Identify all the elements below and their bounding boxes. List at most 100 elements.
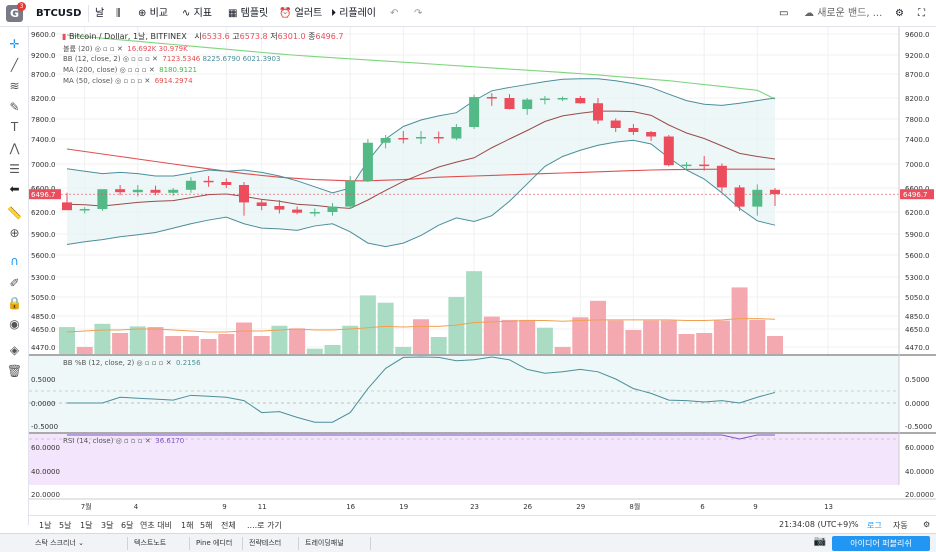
symbol-search[interactable]: BTCUSD	[36, 8, 82, 19]
goto-button[interactable]: ....로 가기	[247, 521, 282, 530]
fullscreen-icon[interactable]: ⛶	[918, 8, 925, 19]
lock-icon[interactable]: 🔒	[7, 296, 22, 310]
layers-icon[interactable]: ◈	[9, 343, 20, 357]
footer-tab-2[interactable]: Pine 에디터	[190, 537, 243, 550]
ma200-legend: MA (200, close) ◎ ▫ ▫ ▫ ✕ 8180.9121	[63, 66, 197, 74]
pattern-icon[interactable]: ⋀	[9, 141, 20, 155]
brush-icon[interactable]: ✎	[9, 100, 20, 114]
candle-body	[221, 182, 232, 185]
volume-bar	[536, 327, 553, 354]
notification-badge: 3	[17, 2, 26, 11]
candle-body	[681, 164, 692, 167]
alert-button[interactable]: ⏰ 얼러트	[279, 8, 323, 19]
publish-idea-button[interactable]: 아이디어 퍼블리쉬	[832, 536, 930, 551]
layout-name[interactable]: ☁ 새로운 밴드, ...	[804, 8, 883, 19]
footer-tab-1[interactable]: 텍스트노트	[128, 537, 190, 550]
camera-icon[interactable]: 📷	[813, 536, 826, 547]
rsi-line	[67, 434, 775, 440]
trendline-icon[interactable]: ╱	[10, 58, 19, 72]
candle-body	[132, 189, 143, 193]
candle-body	[79, 209, 90, 211]
magnet-icon[interactable]: ∩	[10, 254, 19, 268]
indicators-button[interactable]: ∿ 지표	[182, 8, 212, 19]
candle-body	[327, 206, 338, 212]
volume-bar	[501, 319, 518, 354]
chart-area[interactable]: 9600.0 9200.0 8700.0 8200.0 7800.0 7400.0 7000…	[29, 27, 936, 525]
templates-button[interactable]: ▦ 템플릿	[228, 8, 269, 19]
top-toolbar: G 3 BTCUSD 날 ⫼ ⊕ 비교 ∿ 지표 ▦ 템플릿 ⏰ 얼러트 ⏵ 리…	[0, 0, 936, 27]
volume-bar	[643, 320, 660, 354]
range-4[interactable]: 6달	[121, 521, 134, 530]
replay-button[interactable]: ⏵ 리플레이	[331, 8, 376, 19]
interval-button[interactable]: 날	[95, 8, 105, 19]
left-axis-label: 8200.0	[31, 95, 56, 103]
price-axis-label: 9200.0	[905, 52, 930, 60]
volume-bar	[165, 336, 182, 354]
range-1[interactable]: 5날	[59, 521, 72, 530]
candle-body	[486, 97, 497, 99]
zoom-icon[interactable]: ⊕	[9, 226, 20, 240]
candle-body	[239, 185, 249, 203]
time-axis-label: 26	[523, 503, 532, 511]
text-icon[interactable]: T	[10, 120, 19, 134]
candle-body	[575, 98, 586, 104]
range-7[interactable]: 5해	[200, 521, 213, 530]
left-axis-label: 5900.0	[31, 231, 56, 239]
trash-icon[interactable]: 🗑	[6, 364, 23, 378]
volume-bar	[395, 347, 412, 354]
compare-button[interactable]: ⊕ 비교	[138, 8, 168, 19]
redo-icon[interactable]: ↷	[414, 8, 423, 19]
price-axis-label: 4470.0	[905, 344, 930, 352]
candle-body	[62, 202, 72, 211]
candle-body	[557, 98, 568, 100]
chart-settings-icon[interactable]: ⚙	[923, 520, 931, 529]
log-toggle[interactable]: 로그	[867, 521, 882, 530]
price-axis-label: 7000.0	[905, 161, 930, 169]
volume-bar	[678, 334, 695, 354]
price-tag-left	[29, 189, 61, 200]
bbpct-axis-label: 0.0000	[905, 400, 930, 408]
range-3[interactable]: 3달	[101, 521, 114, 530]
volume-legend: 볼륨 (20) ◎ ▫ ▫ ✕ 16.692K 30.979K	[63, 45, 188, 53]
volume-bar	[359, 295, 376, 354]
pencil-lock-icon[interactable]: ✐	[9, 276, 20, 290]
candle-body	[628, 128, 639, 132]
back-arrow-icon[interactable]: ⬅	[9, 182, 20, 196]
candle-type-icon[interactable]: ⫼	[116, 8, 121, 19]
volume-bar	[218, 334, 235, 354]
footer-tab-0[interactable]: 스탁 스크리너 ⌄	[29, 537, 128, 550]
rsi-left-label: 60.0000	[31, 444, 60, 452]
auto-toggle[interactable]: 자동	[893, 521, 908, 530]
candle-body	[380, 138, 391, 143]
rsi-left-label: 20.0000	[31, 491, 60, 499]
settings-icon[interactable]: ⚙	[895, 8, 904, 19]
candle-body	[97, 189, 108, 209]
left-axis-label: 9600.0	[31, 31, 56, 39]
range-5[interactable]: 연초 대비	[140, 521, 172, 530]
range-2[interactable]: 1달	[80, 521, 93, 530]
candle-body	[345, 180, 356, 207]
price-chart[interactable]: 9600.0 9200.0 8700.0 8200.0 7800.0 7400.0 7000…	[29, 27, 936, 515]
undo-icon[interactable]: ↶	[390, 8, 399, 19]
layout-icon[interactable]: ▭	[779, 8, 789, 19]
footer-tab-4[interactable]: 트레이딩패널	[299, 537, 371, 550]
range-0[interactable]: 1날	[39, 521, 52, 530]
ruler-icon[interactable]: 📏	[7, 206, 22, 220]
bbpct-line	[67, 356, 776, 423]
range-8[interactable]: 전체	[221, 521, 236, 530]
percent-toggle[interactable]: %	[851, 520, 859, 529]
volume-bar	[413, 319, 429, 354]
eye-icon[interactable]: ◉	[9, 317, 20, 331]
footer-tab-3[interactable]: 전략테스터	[243, 537, 299, 550]
drawing-toolbar: ✛ ╱ ≋ ✎ T ⋀ ☰ ⬅ 📏 ⊕ ∩ ✐ 🔒 ◉ ◈ 🗑	[0, 27, 29, 525]
left-axis-label: 7000.0	[31, 161, 56, 169]
range-6[interactable]: 1해	[181, 521, 194, 530]
bottom-panel-tabs: 스탁 스크리너 ⌄ 텍스트노트 Pine 에디터 전략테스터 트레이딩패널 📷 아이디어…	[0, 533, 936, 552]
candle-body	[150, 189, 161, 193]
crosshair-icon[interactable]: ✛	[9, 37, 20, 51]
candle-body	[203, 180, 214, 183]
time-axis-label: 29	[576, 503, 585, 511]
prediction-icon[interactable]: ☰	[9, 162, 20, 176]
candle-body	[770, 189, 780, 195]
fib-icon[interactable]: ≋	[9, 79, 20, 93]
